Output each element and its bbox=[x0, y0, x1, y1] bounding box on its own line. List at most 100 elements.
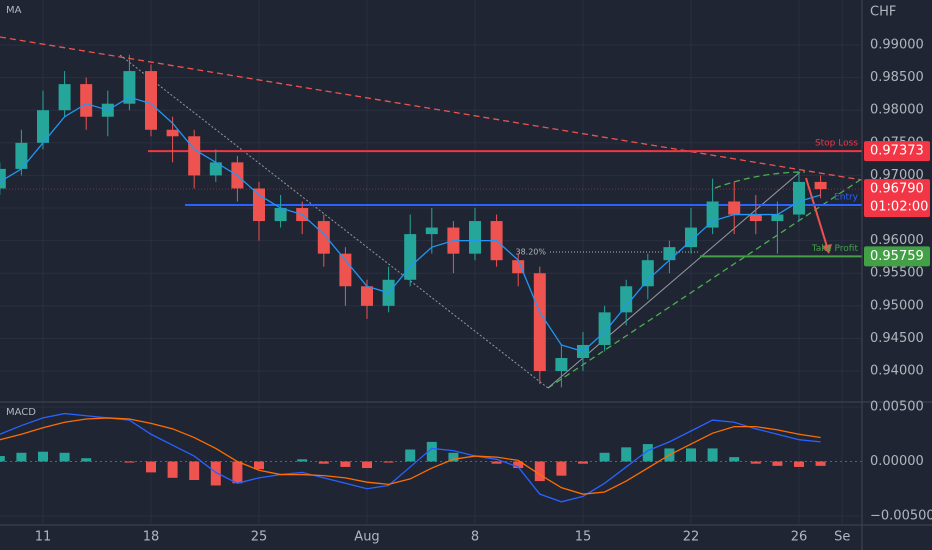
macd-histogram-bar bbox=[0, 456, 5, 462]
candle-body bbox=[771, 214, 784, 222]
candle-body bbox=[469, 221, 481, 254]
macd-histogram-bar bbox=[124, 461, 135, 463]
macd-histogram-bar bbox=[362, 461, 372, 469]
macd-histogram-bar bbox=[383, 461, 394, 463]
trend-line bbox=[0, 36, 863, 181]
macd-histogram-bar bbox=[556, 461, 567, 476]
candle-body bbox=[274, 208, 287, 222]
candle-body bbox=[145, 71, 157, 130]
y-tick-label: 0.94500 bbox=[870, 331, 924, 346]
macd-histogram-bar bbox=[38, 451, 48, 462]
candle-body bbox=[123, 71, 136, 104]
candle-body bbox=[339, 253, 352, 287]
macd-histogram-bar bbox=[707, 448, 718, 462]
candle-body bbox=[641, 260, 654, 287]
arrow bbox=[805, 177, 829, 251]
level-name: Entry bbox=[834, 193, 859, 203]
macd-histogram-bar bbox=[297, 459, 308, 462]
price-label: 0.96790 bbox=[870, 182, 924, 197]
candle-body bbox=[749, 214, 762, 222]
trend-line bbox=[547, 179, 861, 389]
ma-line bbox=[0, 96, 821, 353]
macd-histogram-bar bbox=[578, 461, 588, 464]
macd-histogram-bar bbox=[686, 448, 696, 462]
price-label: 0.95759 bbox=[870, 249, 924, 264]
macd-histogram-bar bbox=[81, 458, 92, 462]
candle-body bbox=[361, 286, 373, 306]
price-box bbox=[864, 179, 930, 218]
candle-body bbox=[620, 286, 633, 313]
signal-line bbox=[0, 417, 821, 495]
x-tick-label: 15 bbox=[575, 530, 592, 545]
candle-body bbox=[253, 188, 265, 222]
trend-line bbox=[547, 171, 801, 389]
macd-histogram-bar bbox=[750, 461, 761, 464]
y-tick-label: 0.98500 bbox=[870, 70, 924, 85]
macd-histogram-bar bbox=[405, 449, 416, 462]
y-tick-label: 0.98000 bbox=[870, 103, 924, 118]
macd-histogram-bar bbox=[210, 461, 221, 486]
macd-histogram-bar bbox=[448, 452, 459, 462]
y-tick-label: 0.00500 bbox=[870, 400, 924, 415]
macd-histogram-bar bbox=[642, 444, 653, 462]
candle-body bbox=[814, 181, 827, 190]
x-tick-label: Se bbox=[834, 530, 850, 545]
plot bbox=[0, 54, 862, 503]
macd-histogram-bar bbox=[815, 461, 826, 466]
macd-histogram-bar bbox=[189, 461, 200, 481]
y-tick-label: 0.95500 bbox=[870, 266, 924, 281]
candle-body bbox=[512, 260, 525, 274]
axis-title: CHF bbox=[870, 5, 896, 20]
y-tick-label: 0.96000 bbox=[870, 233, 924, 248]
x-tick-label: 25 bbox=[251, 530, 268, 545]
candle-body bbox=[80, 84, 93, 117]
candle-body bbox=[37, 110, 49, 143]
grid bbox=[0, 0, 862, 525]
macd-histogram-bar bbox=[794, 461, 804, 467]
x-tick-label: 22 bbox=[683, 530, 700, 545]
candle-body bbox=[598, 312, 611, 345]
macd-histogram-bar bbox=[491, 461, 502, 464]
macd-histogram-bar bbox=[59, 452, 70, 462]
candle-body bbox=[58, 84, 71, 111]
fib-label: 38.20% bbox=[515, 248, 546, 257]
candle-body bbox=[404, 234, 417, 280]
price-label: 0.97373 bbox=[870, 144, 924, 159]
candle-body bbox=[663, 247, 676, 261]
macd-line bbox=[0, 412, 821, 503]
candle-body bbox=[706, 201, 719, 228]
macd-histogram-bar bbox=[167, 461, 178, 478]
macd-histogram-bar bbox=[254, 461, 264, 470]
macd-histogram-bar bbox=[340, 461, 351, 467]
macd-histogram-bar bbox=[772, 461, 783, 466]
y-tick-label: 0.95000 bbox=[870, 298, 924, 313]
macd-histogram-bar bbox=[426, 441, 437, 462]
macd-histogram-bar bbox=[232, 461, 243, 484]
macd-histogram-bar bbox=[16, 452, 27, 462]
macd-histogram-bar bbox=[599, 452, 610, 462]
x-tick-label: Aug bbox=[354, 530, 379, 545]
macd-histogram-bar bbox=[513, 461, 524, 469]
y-tick-label: 0.00000 bbox=[870, 454, 924, 469]
candle-body bbox=[0, 168, 6, 189]
y-tick-label: −0.00500 bbox=[870, 508, 932, 523]
x-tick-label: 11 bbox=[35, 530, 52, 545]
level-name: Stop Loss bbox=[815, 139, 858, 149]
level-name: Take Profit bbox=[811, 244, 859, 254]
candle-body bbox=[209, 162, 222, 176]
x-tick-label: 8 bbox=[471, 530, 479, 545]
indicator-label: MA bbox=[6, 5, 22, 16]
trend-line bbox=[714, 171, 806, 189]
macd-histogram-bar bbox=[729, 457, 740, 462]
macd-histogram-bar bbox=[318, 461, 329, 464]
candle-body bbox=[166, 129, 179, 137]
candle-body bbox=[317, 221, 330, 254]
macd-histogram-bar bbox=[621, 447, 632, 462]
macd-histogram-bar bbox=[146, 461, 156, 473]
macd-label: MACD bbox=[6, 407, 36, 418]
x-tick-label: 18 bbox=[143, 530, 160, 545]
price-box bbox=[864, 246, 930, 267]
macd-histogram-bar bbox=[534, 461, 545, 482]
